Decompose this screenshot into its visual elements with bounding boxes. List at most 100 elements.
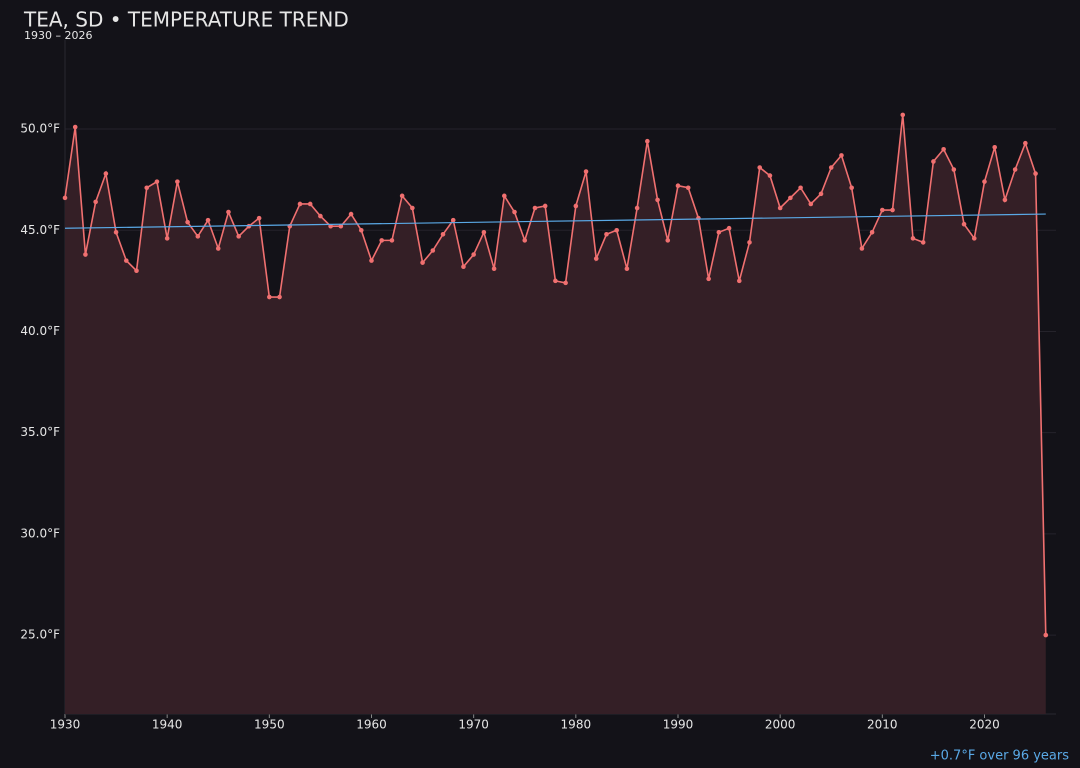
point [307,201,313,207]
point [1002,197,1008,203]
point [328,223,333,229]
point [399,193,405,199]
point [971,236,977,241]
point [614,227,619,233]
point [389,238,395,243]
point [297,201,303,207]
point [195,234,201,239]
point [226,209,231,215]
point [1043,632,1049,638]
point [113,229,119,235]
point [215,246,221,251]
point [859,246,865,251]
point [164,236,170,241]
point [757,165,763,170]
point [144,185,150,191]
point [236,234,241,239]
point [256,215,262,221]
point [951,167,957,172]
y-tick-label: 35.0°F [20,425,60,439]
chart-title: TEA, SD • TEMPERATURE TREND [23,8,349,32]
point [481,229,487,235]
trend-line [64,213,1046,229]
point [716,229,722,235]
point [890,207,895,213]
point [931,159,936,164]
y-tick-label: 25.0°F [20,628,60,642]
point [175,179,180,184]
point [583,169,589,174]
point [696,215,701,221]
point [706,276,711,282]
trend-note: +0.7°F over 96 years [930,749,1069,764]
point [869,229,875,235]
point [185,219,190,225]
point [277,294,282,300]
point [461,264,466,269]
x-tick-label: 2010 [867,718,898,732]
point [369,258,374,263]
point [318,213,323,219]
x-tick-label: 1950 [254,718,285,732]
point [777,205,783,211]
x-tick-label: 1980 [561,718,592,732]
point [624,266,630,272]
y-tick-label: 30.0°F [20,526,60,540]
point [1012,167,1018,172]
point [123,258,129,263]
point [880,207,885,213]
point [736,278,742,284]
point [154,179,160,184]
point [818,191,824,197]
x-tick-label: 2000 [765,718,796,732]
point [788,195,793,201]
point [450,217,456,223]
point [134,268,139,274]
point [338,223,344,229]
point [726,225,732,231]
point [839,153,844,158]
point [440,232,446,237]
y-tick-label: 40.0°F [20,324,60,338]
point [747,240,752,245]
point [93,199,98,205]
point [246,223,252,229]
point [205,217,211,223]
x-tick-label: 1990 [663,718,694,732]
area [65,114,1046,714]
point [430,248,436,253]
point [767,173,773,178]
point [665,238,671,243]
y-tick-label: 50.0°F [20,122,60,136]
point [798,185,803,191]
point [982,179,987,184]
x-tick-label: 2020 [969,718,1000,732]
point [542,203,548,209]
point [62,195,68,201]
x-tick-label: 1970 [458,718,489,732]
point [645,138,650,144]
point [808,201,814,207]
point [828,165,834,170]
point [267,294,272,300]
point [941,146,946,152]
point [532,205,538,211]
point [512,209,517,215]
point [573,203,579,209]
point [655,197,660,203]
x-tick-label: 1960 [356,718,387,732]
point [420,260,425,265]
point [103,171,109,176]
point [992,144,998,150]
point [348,211,354,217]
point [83,252,88,257]
point [604,232,609,237]
point [72,124,78,130]
chart-subtitle: 1930 – 2026 [24,29,92,42]
point [900,112,906,118]
x-tick-label: 1930 [50,718,81,732]
point [410,205,415,211]
point [1023,140,1028,146]
